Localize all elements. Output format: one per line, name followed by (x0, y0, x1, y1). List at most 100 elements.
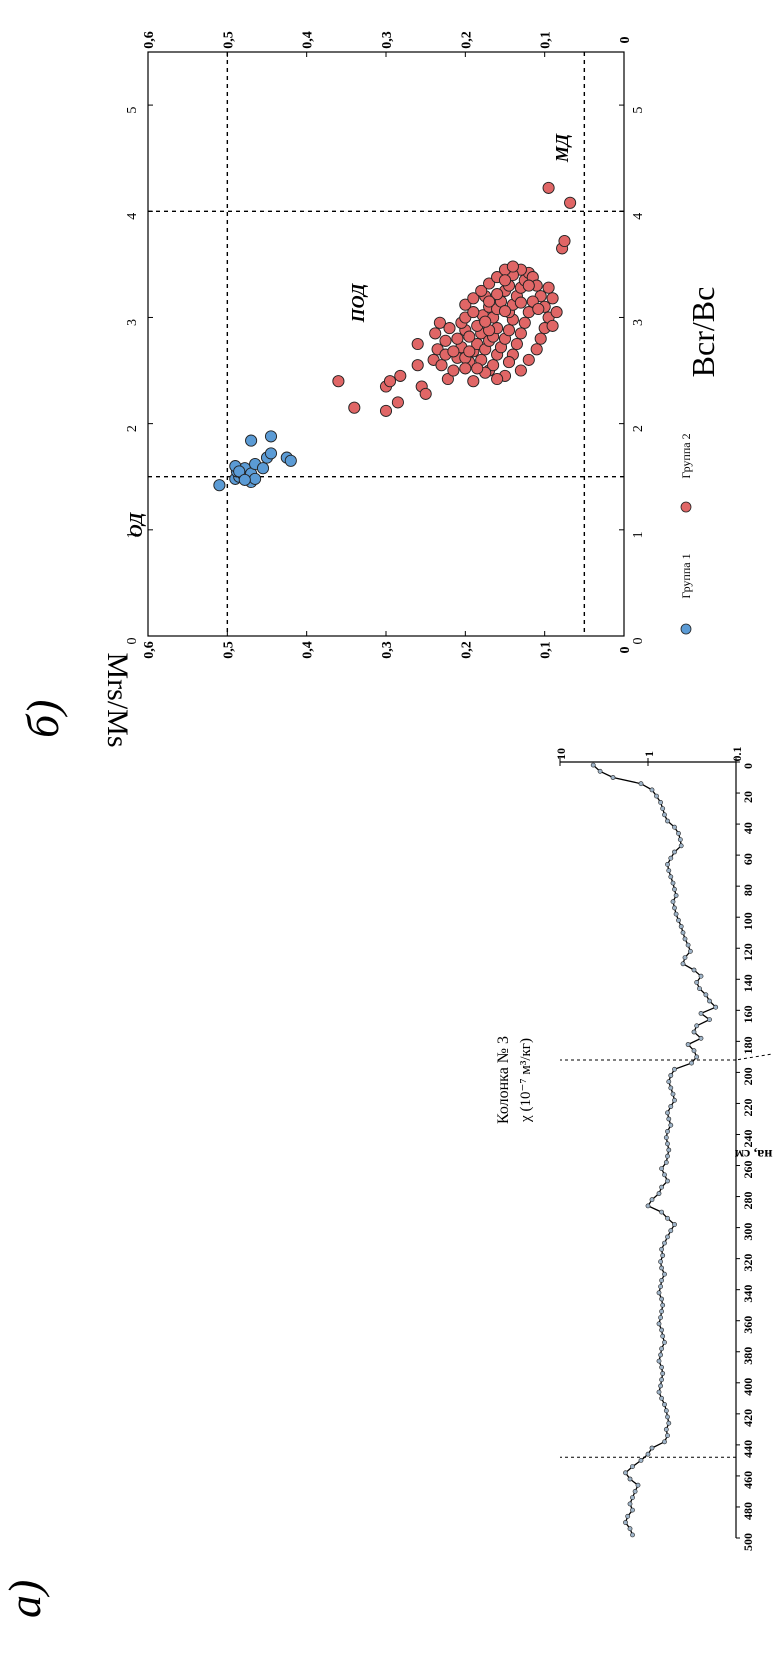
chi-point (630, 1464, 635, 1469)
depth-tick-label: 180 (741, 1036, 755, 1054)
scatter-point (510, 337, 523, 351)
x-axis-label: Bcr/Bc (685, 287, 721, 378)
chi-point (685, 1042, 691, 1047)
chi-point (707, 998, 712, 1004)
chi-point (660, 1371, 666, 1376)
chi-point (623, 1520, 628, 1525)
chi-point (668, 1228, 674, 1234)
scatter-point (238, 473, 251, 486)
y-tick-label-top: 0,1 (539, 31, 554, 49)
scatter-point (245, 434, 258, 447)
x-tick-label-right: 3 (631, 319, 646, 326)
scatter-point (439, 334, 452, 347)
value-tick-label: 0.1 (730, 747, 744, 762)
scatter-point (447, 364, 460, 377)
chi-point (610, 775, 616, 780)
y-tick-label-bottom: 0,6 (142, 641, 157, 659)
scatter-point (463, 330, 476, 343)
chi-point (668, 874, 674, 880)
chi-point (662, 1439, 667, 1445)
region-label-psd: ПОД (348, 283, 368, 324)
chi-point (666, 1147, 672, 1153)
chi-point (672, 1066, 677, 1072)
chi-point (659, 1377, 664, 1383)
value-tick-label: 1 (642, 751, 656, 757)
scatter-point (411, 337, 424, 351)
scatter-point (498, 274, 512, 287)
scatter-point (475, 284, 488, 297)
chi-point (697, 986, 702, 991)
chi-point (691, 967, 697, 973)
chi-point (673, 893, 679, 898)
chi-point (678, 924, 684, 929)
scatter-point (522, 279, 535, 292)
legend-label-group-2: Группа 2 (679, 433, 693, 478)
scatter-point (447, 345, 460, 358)
chi-point (665, 862, 670, 867)
chi-point (658, 1383, 663, 1389)
chi-point (659, 1327, 664, 1333)
chi-point (627, 1501, 633, 1507)
scatter-point (459, 362, 472, 375)
chi-point (623, 1470, 628, 1476)
chi-point (666, 1420, 672, 1426)
y-tick-label-top: 0 (618, 37, 633, 44)
chi-point (707, 1017, 712, 1022)
x-tick-label-left: 5 (125, 107, 140, 114)
depth-tick-label: 300 (741, 1223, 755, 1241)
chi-point (658, 800, 663, 805)
chi-point (668, 1085, 674, 1091)
chi-point (665, 1110, 670, 1116)
chi-point (663, 1408, 669, 1414)
scatter-point (550, 306, 563, 319)
chi-point (663, 1427, 669, 1432)
chi-point (663, 1135, 669, 1140)
y-tick-label-top: 0,6 (142, 31, 157, 49)
depth-tick-label: 420 (741, 1409, 755, 1427)
chi-point (668, 855, 674, 861)
chi-point (660, 1333, 666, 1339)
chi-point (677, 837, 683, 842)
chi-point (665, 1433, 670, 1438)
chi-point (656, 1358, 662, 1364)
depth-tick-label: 140 (741, 974, 755, 992)
x-tick-label-right: 2 (631, 425, 646, 432)
scatter-point (233, 465, 246, 478)
legend-label-group-1: Группа 1 (679, 553, 693, 598)
chi-point (659, 1364, 664, 1370)
depth-tick-label: 500 (741, 1533, 755, 1551)
chi-point (659, 1265, 664, 1271)
y-axis-label: Mrs/Ms (101, 652, 134, 747)
chi-point (649, 787, 655, 793)
scatter-point (506, 260, 519, 273)
scatter-point (332, 375, 345, 388)
scatter-point (534, 332, 547, 345)
y-tick-label-bottom: 0,5 (221, 641, 236, 659)
scatter-point (483, 295, 496, 308)
chi-point (703, 992, 709, 998)
chi-point (630, 1495, 635, 1500)
chi-point (659, 1209, 664, 1215)
well-log-3: 0.11100204060801001201401601802002202402… (495, 747, 773, 1552)
chi-point (638, 1458, 644, 1463)
chi-point (666, 1079, 672, 1085)
depth-tick-label: 40 (741, 822, 755, 834)
chi-point (656, 1389, 662, 1395)
chi-point (694, 1023, 700, 1029)
chi-point (654, 793, 659, 799)
chi-point (627, 1476, 633, 1482)
chi-point (665, 1141, 670, 1147)
chi-point (662, 812, 667, 818)
chi-point (665, 1178, 670, 1184)
chi-point (670, 880, 676, 886)
chi-point (670, 1091, 676, 1097)
value-axis-label: χ (10⁻⁷ м³/кг) (518, 1038, 534, 1123)
region-label-md: МД (552, 133, 572, 163)
chi-point (662, 1402, 667, 1407)
depth-tick-label: 380 (741, 1347, 755, 1365)
chi-point (630, 1507, 635, 1513)
scatter-series-2 (332, 181, 577, 417)
depth-tick-label: 320 (741, 1254, 755, 1272)
chi-point (665, 1153, 670, 1159)
